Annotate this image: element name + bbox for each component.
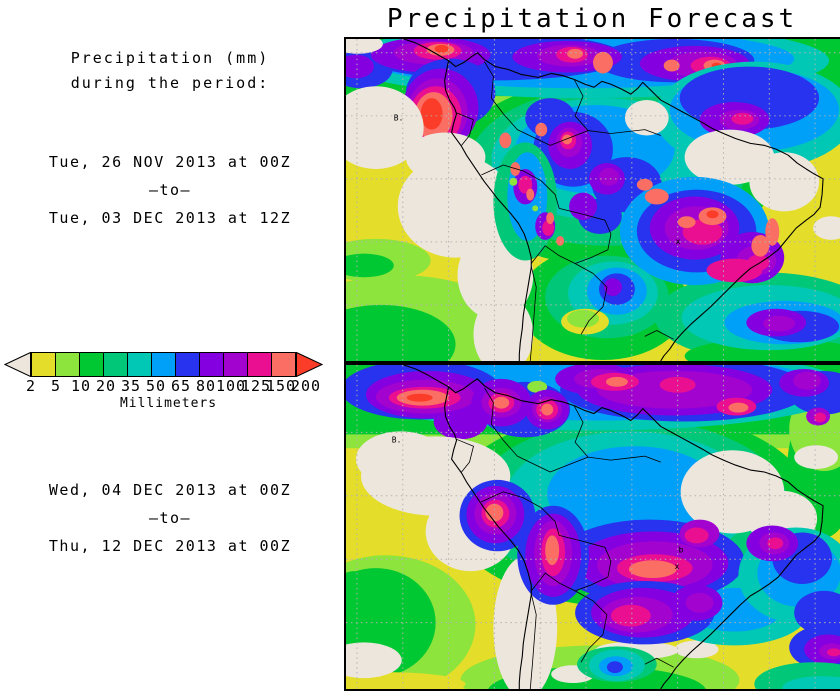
map-annotation: x — [676, 237, 681, 246]
tick-label: 2 — [25, 377, 37, 395]
map-period-2: B. x b — [344, 363, 840, 691]
colorbar-box — [223, 352, 248, 377]
colorbar-box — [199, 352, 224, 377]
colorbar-scale — [4, 352, 323, 377]
tick-label: 65 — [170, 377, 192, 395]
map-annotation: B. — [394, 114, 404, 123]
colorbar-tick-labels: 2 5 10 20 35 50 65 80 100 125 150 200 — [4, 377, 340, 395]
period-1-dates: Tue, 26 NOV 2013 at 00Z –to– Tue, 03 DEC… — [0, 148, 340, 232]
tick-label: 125 — [240, 377, 272, 395]
period1-separator: –to– — [148, 181, 192, 199]
tick-label: 35 — [120, 377, 142, 395]
colorbar-box — [151, 352, 176, 377]
colorbar-box — [175, 352, 200, 377]
map-period-1: B. x — [344, 37, 840, 363]
precip-field-period1 — [346, 39, 840, 361]
colorbar-box — [247, 352, 272, 377]
tick-label: 200 — [290, 377, 322, 395]
period2-end: Thu, 12 DEC 2013 at 00Z — [48, 537, 292, 555]
period2-separator: –to– — [148, 509, 192, 527]
colorbar-above-max-arrow — [296, 352, 323, 377]
precipitation-map-period2: B. x b — [346, 365, 840, 689]
colorbar-below-min-arrow — [4, 352, 31, 377]
tick-label: 80 — [195, 377, 217, 395]
colorbar-box — [103, 352, 128, 377]
subtitle: Precipitation (mm) during the period: — [0, 46, 340, 96]
tick-label: 10 — [70, 377, 92, 395]
colorbar-box — [55, 352, 80, 377]
period1-end: Tue, 03 DEC 2013 at 12Z — [48, 209, 292, 227]
period-2-dates: Wed, 04 DEC 2013 at 00Z –to– Thu, 12 DEC… — [0, 476, 340, 560]
colorbar-box — [79, 352, 104, 377]
subtitle-line1: Precipitation (mm) — [70, 49, 270, 67]
tick-label: 100 — [215, 377, 247, 395]
page-title: Precipitation Forecast — [386, 4, 798, 34]
tick-label: 150 — [265, 377, 297, 395]
colorbar-box — [271, 352, 296, 377]
tick-label: 5 — [50, 377, 62, 395]
map-annotation: B. — [392, 435, 402, 444]
map-annotation: b — [679, 545, 684, 554]
period1-start: Tue, 26 NOV 2013 at 00Z — [48, 153, 292, 171]
precipitation-map-period1: B. x — [346, 39, 840, 361]
colorbar-box — [127, 352, 152, 377]
colorbar-box — [31, 352, 56, 377]
tick-label: 20 — [95, 377, 117, 395]
map-annotation: x — [675, 562, 680, 571]
tick-label: 50 — [145, 377, 167, 395]
period2-start: Wed, 04 DEC 2013 at 00Z — [48, 481, 292, 499]
subtitle-line2: during the period: — [70, 74, 270, 92]
colorbar-unit-label: Millimeters — [119, 396, 218, 411]
